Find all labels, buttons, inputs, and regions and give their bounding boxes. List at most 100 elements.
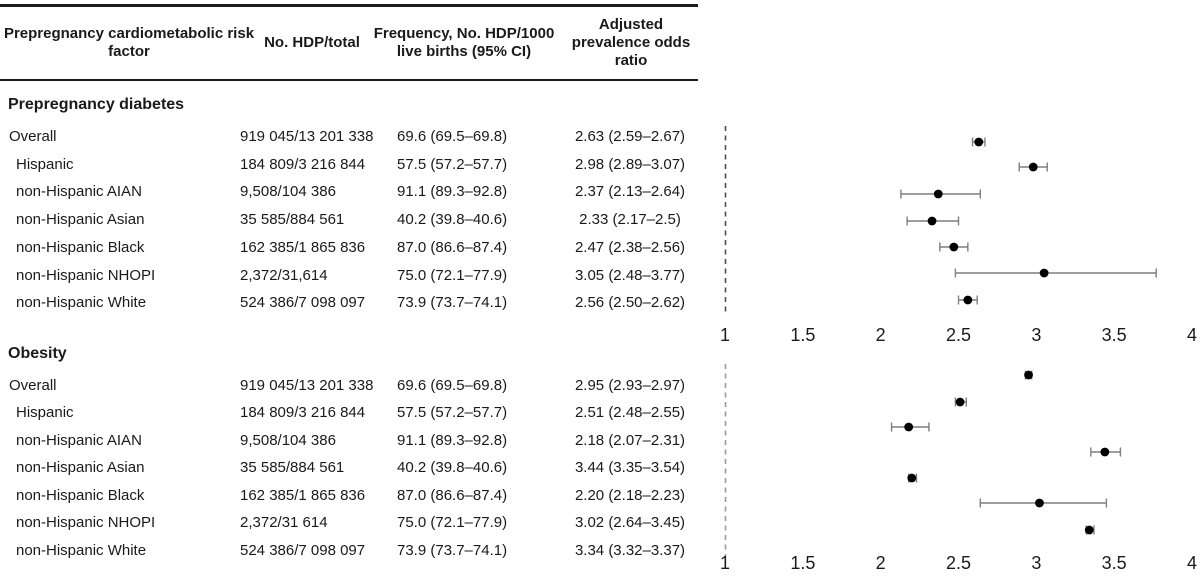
x-tick-label: 2	[876, 325, 886, 345]
frequency-cell: 57.5 (57.2–57.7)	[397, 404, 508, 421]
aor-cell: 3.02 (2.64–3.45)	[574, 514, 686, 531]
x-tick-label: 3	[1031, 553, 1041, 573]
risk-factor-cell: non-Hispanic White	[16, 294, 147, 311]
no-hdp-total-cell: 524 386/7 098 097	[240, 542, 366, 559]
point-estimate-marker	[1084, 525, 1094, 535]
table-row: non-Hispanic Black 162 385/1 865 836 87.0 …	[0, 486, 700, 506]
no-hdp-total-cell: 919 045/13 201 338	[240, 128, 374, 145]
aor-cell: 2.20 (2.18–2.23)	[574, 487, 686, 504]
header-aor: Adjusted prevalence odds ratio	[571, 16, 691, 69]
risk-factor-cell: Hispanic	[16, 404, 74, 421]
point-estimate-marker	[955, 397, 965, 407]
forest-plots: 1 1.5 2 2.5 3 3.5 4 1 1.5 2 2.5 3 3.5 4	[720, 126, 1197, 573]
risk-factor-cell: non-Hispanic NHOPI	[16, 267, 156, 284]
frequency-cell: 87.0 (86.6–87.4)	[397, 487, 508, 504]
frequency-cell: 40.2 (39.8–40.6)	[397, 459, 508, 476]
header-no-hdp-total: No. HDP/total	[264, 34, 360, 51]
table-row: non-Hispanic AIAN 9,508/104 386 91.1 (89.3…	[0, 182, 700, 202]
x-tick-label: 4	[1187, 553, 1197, 573]
no-hdp-total-cell: 162 385/1 865 836	[240, 239, 366, 256]
table-row: non-Hispanic White 524 386/7 098 097 73.9 …	[0, 541, 700, 561]
no-hdp-total-cell: 9,508/104 386	[240, 183, 336, 200]
risk-factor-cell: Hispanic	[16, 156, 74, 173]
aor-cell: 2.47 (2.38–2.56)	[574, 239, 686, 256]
aor-cell: 2.51 (2.48–2.55)	[574, 404, 686, 421]
risk-factor-cell: Overall	[9, 377, 57, 394]
point-estimate-marker	[927, 216, 937, 226]
x-tick-label: 3	[1031, 325, 1041, 345]
x-tick-label: 1.5	[790, 325, 815, 345]
table-header-rule	[0, 79, 698, 81]
x-tick-label: 2.5	[946, 553, 971, 573]
frequency-cell: 69.6 (69.5–69.8)	[397, 128, 508, 145]
x-tick-label: 1	[720, 325, 730, 345]
risk-factor-cell: non-Hispanic AIAN	[16, 183, 142, 200]
point-estimate-marker	[963, 295, 973, 305]
x-tick-label: 3.5	[1102, 553, 1127, 573]
aor-cell: 2.37 (2.13–2.64)	[574, 183, 686, 200]
no-hdp-total-cell: 35 585/884 561	[240, 211, 345, 228]
no-hdp-total-cell: 184 809/3 216 844	[240, 404, 366, 421]
header-risk-factor: Prepregnancy cardiometabolic risk factor	[3, 25, 255, 60]
point-estimate-marker	[907, 473, 917, 483]
table-row: non-Hispanic NHOPI 2,372/31 614 75.0 (72.1…	[0, 513, 700, 533]
table-row: non-Hispanic AIAN 9,508/104 386 91.1 (89.3…	[0, 431, 700, 451]
no-hdp-total-cell: 2,372/31 614	[240, 514, 328, 531]
frequency-cell: 91.1 (89.3–92.8)	[397, 183, 508, 200]
aor-cell: 3.34 (3.32–3.37)	[574, 542, 686, 559]
point-estimate-marker	[904, 422, 914, 432]
table-row: non-Hispanic Asian 35 585/884 561 40.2 (39…	[0, 210, 700, 230]
risk-factor-cell: non-Hispanic Asian	[16, 211, 145, 228]
x-tick-label: 2	[876, 553, 886, 573]
table-row: Overall 919 045/13 201 338 69.6 (69.5–69.8…	[0, 127, 700, 147]
x-tick-label: 2.5	[946, 325, 971, 345]
no-hdp-total-cell: 35 585/884 561	[240, 459, 345, 476]
table-row: non-Hispanic White 524 386/7 098 097 73.9 …	[0, 293, 700, 313]
aor-cell: 2.63 (2.59–2.67)	[574, 128, 686, 145]
no-hdp-total-cell: 162 385/1 865 836	[240, 487, 366, 504]
table-row: non-Hispanic NHOPI 2,372/31,614 75.0 (72.1…	[0, 266, 700, 286]
point-estimate-marker	[1100, 447, 1110, 457]
frequency-cell: 75.0 (72.1–77.9)	[397, 267, 508, 284]
risk-factor-cell: non-Hispanic Asian	[16, 459, 145, 476]
x-tick-label: 1.5	[790, 553, 815, 573]
point-estimate-marker	[1024, 370, 1033, 380]
risk-factor-cell: non-Hispanic AIAN	[16, 432, 142, 449]
point-estimate-marker	[1039, 268, 1049, 278]
frequency-cell: 73.9 (73.7–74.1)	[397, 294, 508, 311]
header-frequency: Frequency, No. HDP/1000 live births (95%…	[373, 25, 555, 60]
frequency-cell: 57.5 (57.2–57.7)	[397, 156, 508, 173]
no-hdp-total-cell: 919 045/13 201 338	[240, 377, 374, 394]
aor-cell: 2.33 (2.17–2.5)	[579, 211, 681, 228]
aor-cell: 2.98 (2.89–3.07)	[574, 156, 686, 173]
x-tick-label: 1	[720, 553, 730, 573]
table-row: Overall 919 045/13 201 338 69.6 (69.5–69.8…	[0, 376, 700, 396]
section-label: Obesity	[8, 345, 67, 362]
aor-cell: 2.95 (2.93–2.97)	[574, 377, 686, 394]
risk-factor-cell: non-Hispanic White	[16, 542, 147, 559]
risk-factor-cell: non-Hispanic Black	[16, 239, 145, 256]
table-row: non-Hispanic Asian 35 585/884 561 40.2 (39…	[0, 458, 700, 478]
frequency-cell: 73.9 (73.7–74.1)	[397, 542, 508, 559]
no-hdp-total-cell: 2,372/31,614	[240, 267, 328, 284]
point-estimate-marker	[974, 137, 984, 147]
table-row: non-Hispanic Black 162 385/1 865 836 87.0 …	[0, 238, 700, 258]
aor-cell: 3.05 (2.48–3.77)	[574, 267, 686, 284]
table-top-rule	[0, 4, 698, 7]
frequency-cell: 69.6 (69.5–69.8)	[397, 377, 508, 394]
point-estimate-marker	[1035, 498, 1044, 508]
no-hdp-total-cell: 524 386/7 098 097	[240, 294, 366, 311]
frequency-cell: 40.2 (39.8–40.6)	[397, 211, 508, 228]
point-estimate-marker	[949, 242, 959, 252]
table-row: Hispanic 184 809/3 216 844 57.5 (57.2–57.7…	[0, 155, 700, 175]
frequency-cell: 91.1 (89.3–92.8)	[397, 432, 508, 449]
risk-factor-cell: non-Hispanic NHOPI	[16, 514, 156, 531]
x-tick-label: 3.5	[1102, 325, 1127, 345]
aor-cell: 2.18 (2.07–2.31)	[574, 432, 686, 449]
aor-cell: 2.56 (2.50–2.62)	[574, 294, 686, 311]
frequency-cell: 87.0 (86.6–87.4)	[397, 239, 508, 256]
x-tick-label: 4	[1187, 325, 1197, 345]
table-header-row: Prepregnancy cardiometabolic risk factor…	[0, 7, 700, 79]
no-hdp-total-cell: 184 809/3 216 844	[240, 156, 366, 173]
